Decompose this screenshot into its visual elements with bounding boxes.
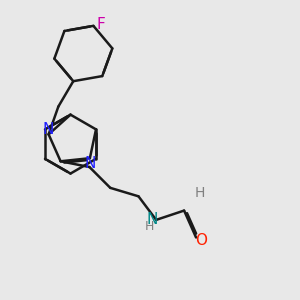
Text: O: O: [195, 233, 207, 248]
Text: F: F: [96, 17, 105, 32]
Text: N: N: [84, 156, 96, 171]
Text: H: H: [145, 220, 154, 233]
Text: H: H: [195, 186, 206, 200]
Text: N: N: [147, 212, 158, 227]
Text: N: N: [43, 122, 54, 137]
